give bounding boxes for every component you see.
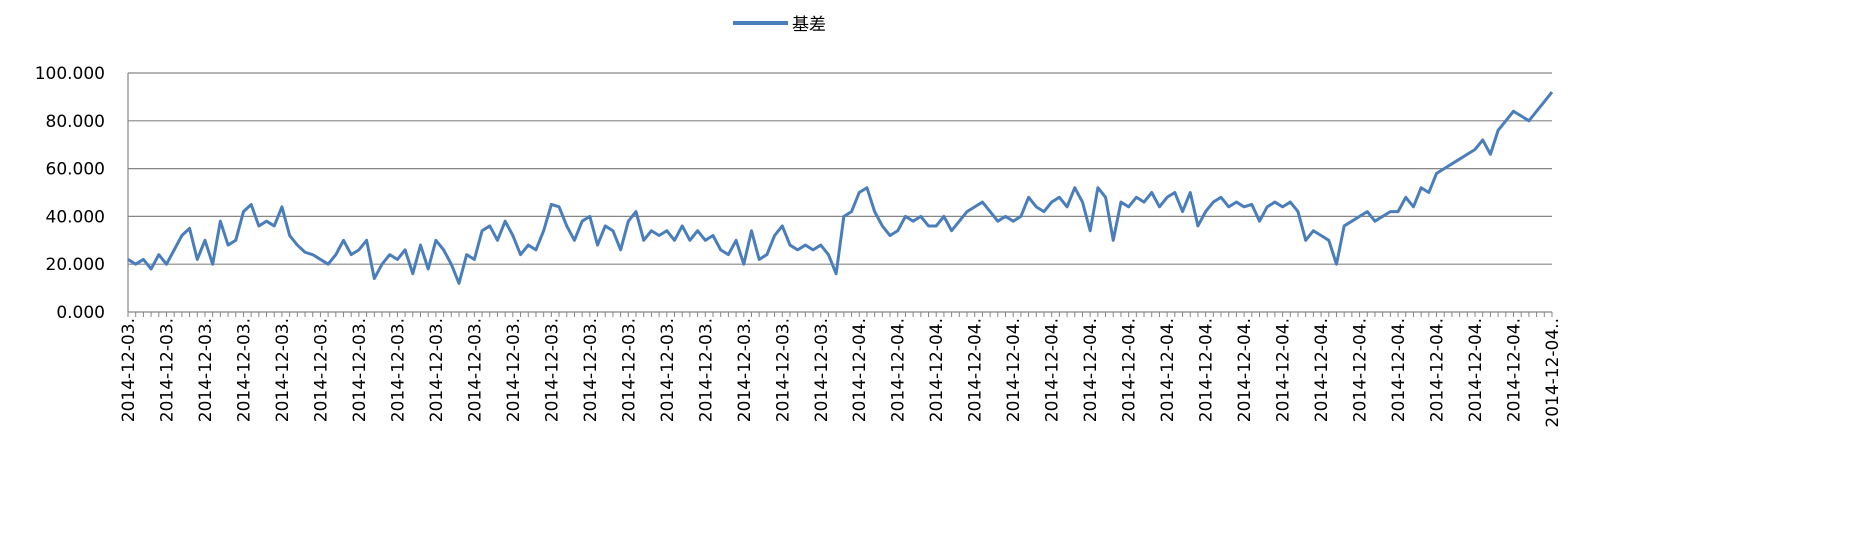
x-tick-label: 2014-12-03. (465, 318, 485, 422)
x-tick-label: 2014-12-04. (1466, 318, 1486, 422)
x-tick-label: 2014-12-04.. (1543, 318, 1563, 428)
x-tick-label: 2014-12-03. (157, 318, 177, 422)
y-tick-label: 100.000 (35, 64, 105, 84)
x-tick-label: 2014-12-04. (1274, 318, 1294, 422)
x-tick-label: 2014-12-04. (1389, 318, 1409, 422)
y-tick-label: 0.000 (56, 303, 105, 323)
x-tick-label: 2014-12-04. (1505, 318, 1525, 422)
x-tick-label: 2014-12-04. (1351, 318, 1371, 422)
x-tick-label: 2014-12-03. (427, 318, 447, 422)
x-tick-label: 2014-12-04. (1004, 318, 1024, 422)
y-tick-label: 40.000 (46, 207, 105, 227)
y-tick-label: 80.000 (46, 112, 105, 132)
x-tick-label: 2014-12-03. (658, 318, 678, 422)
x-tick-label: 2014-12-04. (1197, 318, 1217, 422)
legend-label: 基差 (792, 15, 826, 35)
x-tick-label: 2014-12-03. (619, 318, 639, 422)
x-tick-label: 2014-12-03. (350, 318, 370, 422)
x-tick-label: 2014-12-04. (1043, 318, 1063, 422)
x-tick-label: 2014-12-04. (1312, 318, 1332, 422)
x-tick-label: 2014-12-03. (196, 318, 216, 422)
x-tick-label: 2014-12-03. (234, 318, 254, 422)
x-tick-label: 2014-12-04. (1120, 318, 1140, 422)
x-tick-label: 2014-12-03. (696, 318, 716, 422)
x-tick-label: 2014-12-03. (388, 318, 408, 422)
x-tick-label: 2014-12-03. (542, 318, 562, 422)
y-tick-label: 60.000 (46, 160, 105, 180)
x-tick-label: 2014-12-03. (119, 318, 139, 422)
x-tick-label: 2014-12-03. (311, 318, 331, 422)
x-tick-label: 2014-12-03. (504, 318, 524, 422)
x-tick-label: 2014-12-03. (273, 318, 293, 422)
x-tick-label: 2014-12-04. (966, 318, 986, 422)
x-tick-label: 2014-12-03. (581, 318, 601, 422)
x-tick-label: 2014-12-03. (812, 318, 832, 422)
y-tick-label: 20.000 (46, 255, 105, 275)
x-tick-label: 2014-12-04. (889, 318, 909, 422)
x-tick-label: 2014-12-03. (773, 318, 793, 422)
x-tick-label: 2014-12-03. (735, 318, 755, 422)
x-tick-label: 2014-12-04. (1158, 318, 1178, 422)
x-tick-label: 2014-12-04. (927, 318, 947, 422)
x-tick-label: 2014-12-04. (1428, 318, 1448, 422)
x-tick-label: 2014-12-04. (1235, 318, 1255, 422)
x-tick-label: 2014-12-04. (1081, 318, 1101, 422)
x-tick-label: 2014-12-04. (850, 318, 870, 422)
data-line (127, 91, 1554, 285)
